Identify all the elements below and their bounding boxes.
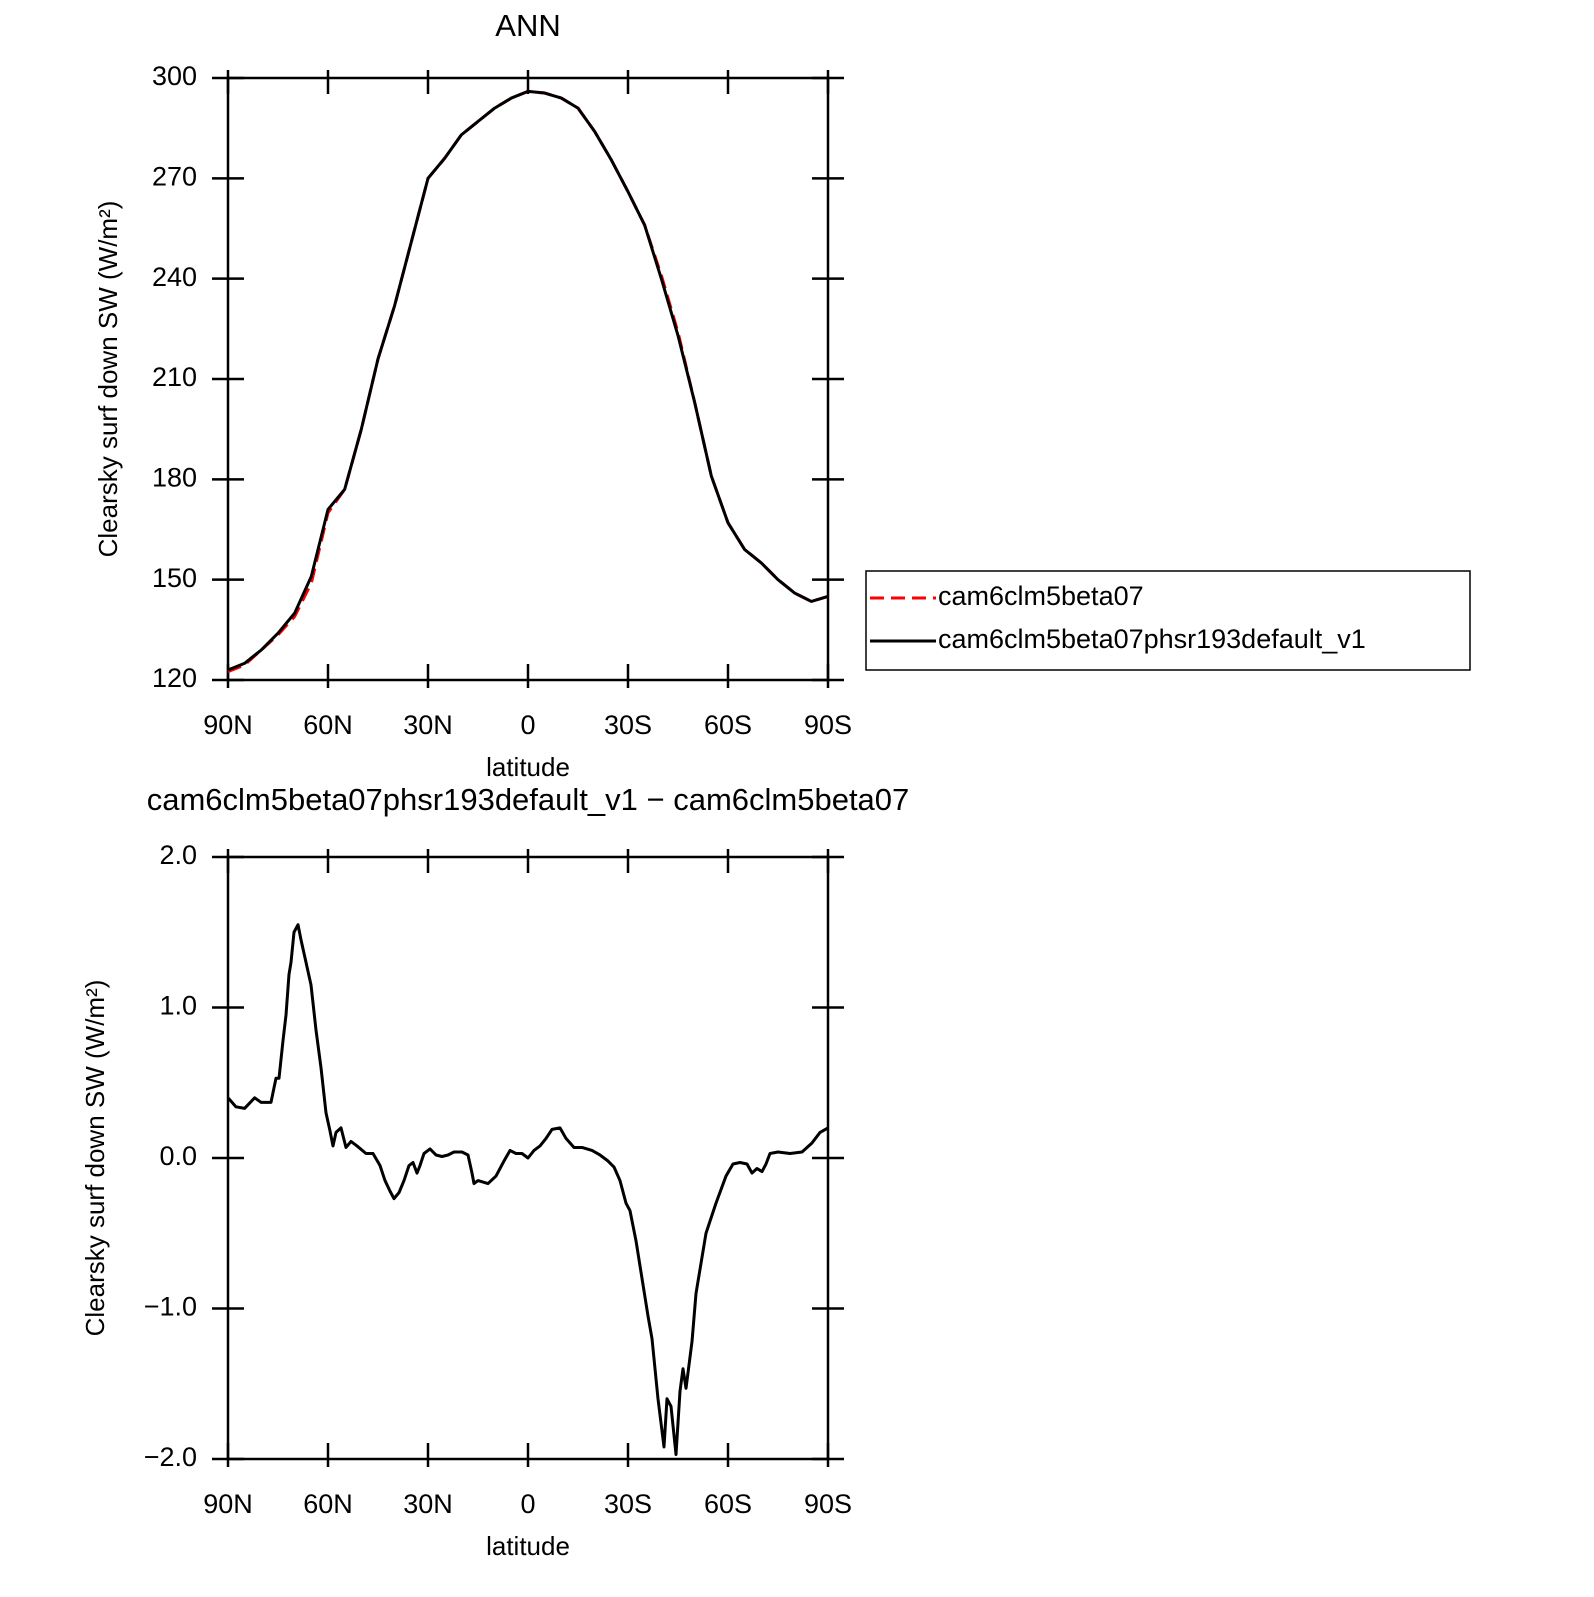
x-tick-label: 90S [804, 1489, 852, 1519]
x-tick-label: 0 [520, 710, 535, 740]
y-tick-label: 1.0 [159, 991, 197, 1021]
y-tick-label: 0.0 [159, 1141, 197, 1171]
legend-box [865, 570, 1471, 671]
x-tick-label: 90N [203, 710, 253, 740]
plot-frame [226, 76, 830, 682]
y-tick-label: −2.0 [144, 1442, 197, 1472]
x-tick-label: 30N [403, 710, 453, 740]
y-tick-label: 180 [152, 462, 197, 492]
y-tick-label: −1.0 [144, 1292, 197, 1322]
x-tick-label: 30S [604, 710, 652, 740]
x-tick-label: 60N [303, 1489, 353, 1519]
x-axis-title: latitude [486, 752, 570, 782]
legend-label: cam6clm5beta07 [938, 581, 1144, 611]
x-tick-label: 90S [804, 710, 852, 740]
y-tick-label: 120 [152, 663, 197, 693]
data-line [227, 89, 829, 672]
data-line [227, 89, 829, 674]
y-axis-title: Clearsky surf down SW (W/m²) [80, 980, 110, 1337]
plot-frame [226, 855, 830, 1461]
x-tick-label: 0 [520, 1489, 535, 1519]
y-tick-label: 2.0 [159, 840, 197, 870]
x-tick-label: 60N [303, 710, 353, 740]
data-line [226, 923, 829, 1456]
y-tick-label: 150 [152, 563, 197, 593]
y-tick-label: 240 [152, 262, 197, 292]
x-tick-label: 60S [704, 1489, 752, 1519]
x-tick-label: 30S [604, 1489, 652, 1519]
x-tick-label: 90N [203, 1489, 253, 1519]
x-tick-label: 30N [403, 1489, 453, 1519]
y-axis-title: Clearsky surf down SW (W/m²) [93, 201, 123, 558]
y-tick-label: 300 [152, 61, 197, 91]
legend-label: cam6clm5beta07phsr193default_v1 [938, 624, 1366, 654]
chart-title: cam6clm5beta07phsr193default_v1 − cam6cl… [147, 782, 910, 817]
x-axis-title: latitude [486, 1531, 570, 1561]
chart-title: ANN [495, 8, 560, 43]
y-tick-label: 210 [152, 362, 197, 392]
y-tick-label: 270 [152, 161, 197, 191]
x-tick-label: 60S [704, 710, 752, 740]
